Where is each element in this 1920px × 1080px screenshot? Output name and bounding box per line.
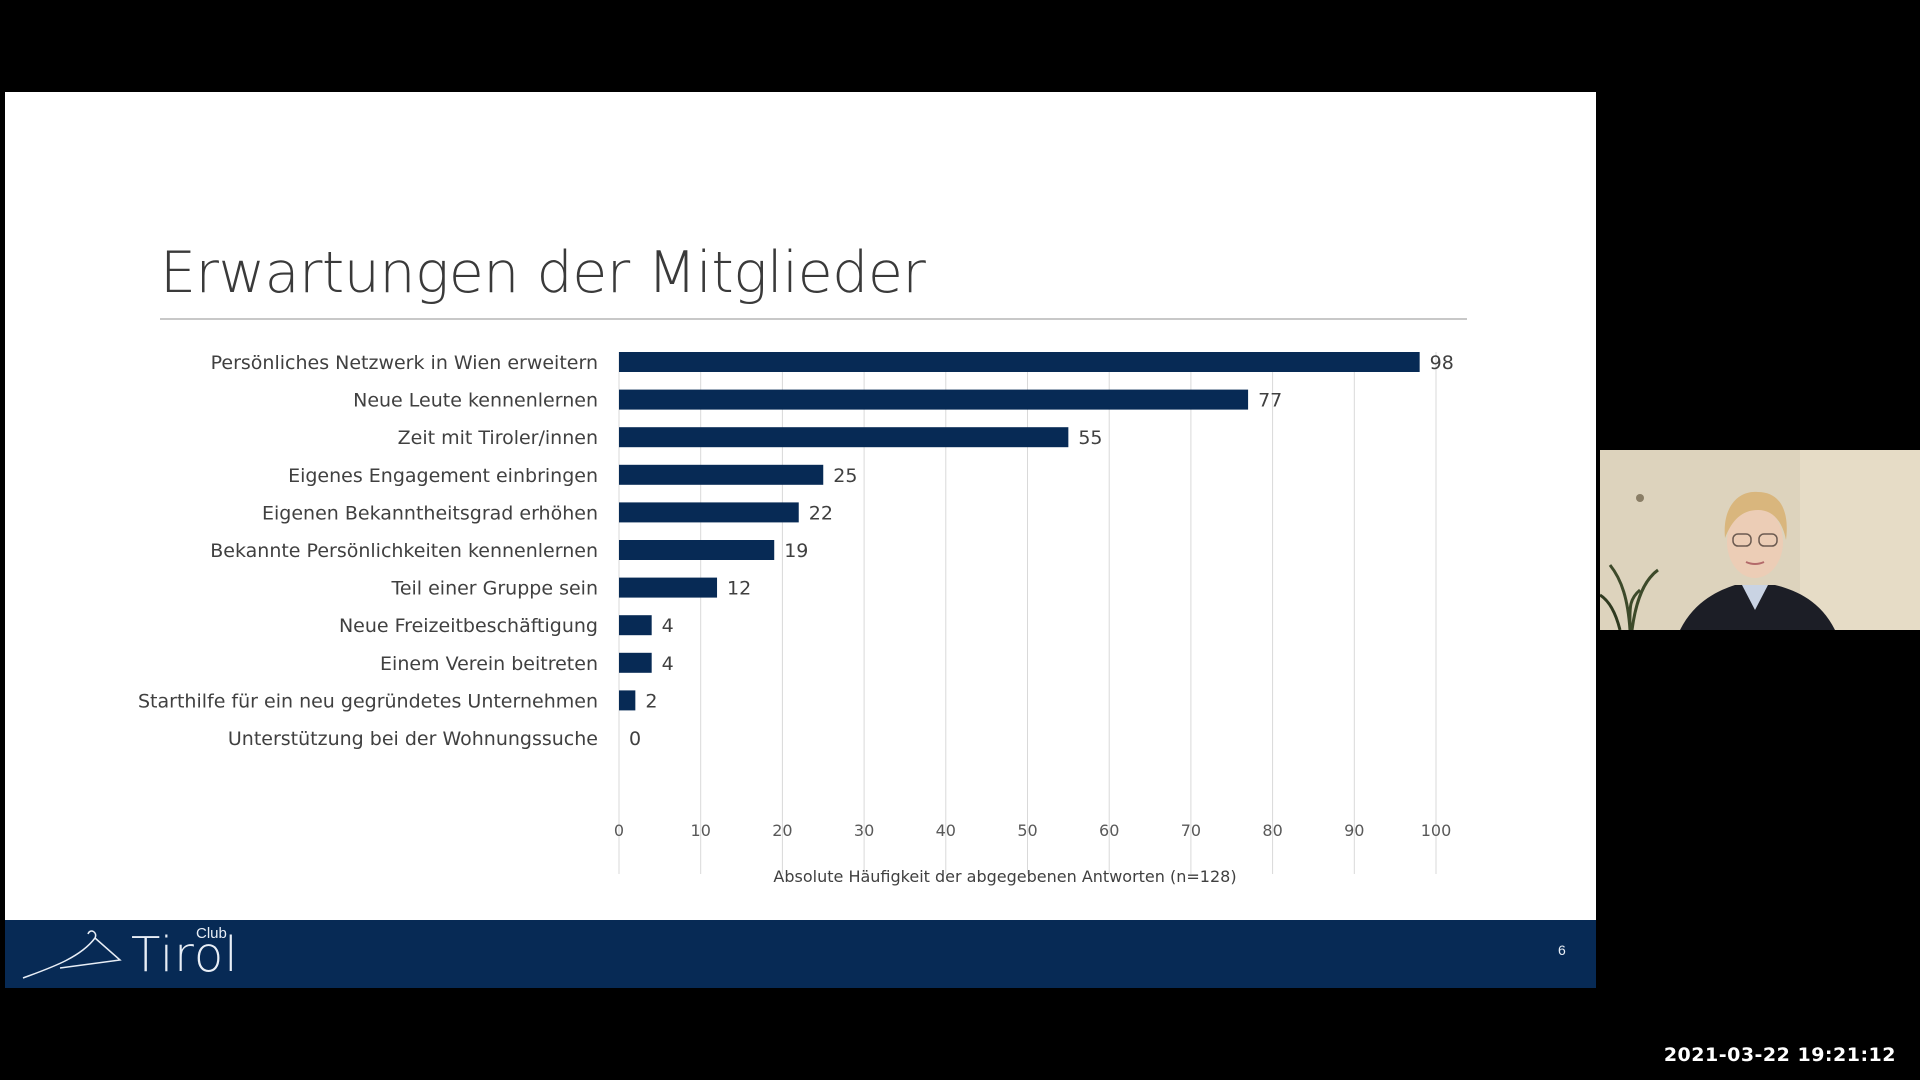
slide-footer	[5, 920, 1596, 988]
bar	[619, 427, 1069, 448]
data-label: 77	[1258, 390, 1282, 412]
x-tick-label: 70	[1181, 821, 1201, 840]
bar	[619, 540, 775, 560]
presenter-video-image	[1600, 450, 1920, 630]
x-tick-label: 20	[772, 821, 792, 840]
bar	[619, 690, 636, 711]
data-label: 25	[833, 465, 857, 487]
data-label: 4	[662, 653, 674, 675]
category-label: Unterstützung bei der Wohnungssuche	[228, 728, 598, 750]
data-label: 98	[1430, 352, 1454, 374]
category-label: Einem Verein beitreten	[380, 653, 598, 675]
bar	[619, 615, 652, 636]
slide-page-number: 6	[1558, 942, 1566, 958]
category-label: Starthilfe für ein neu gegründetes Unter…	[138, 690, 598, 712]
category-label: Neue Freizeitbeschäftigung	[339, 615, 598, 637]
x-tick-label: 80	[1262, 821, 1282, 840]
logo-club-text: Club	[196, 925, 227, 942]
data-label: 19	[784, 540, 808, 562]
x-tick-label: 60	[1099, 821, 1119, 840]
bar	[619, 352, 1420, 372]
chart-bars	[619, 352, 1420, 711]
bar	[619, 502, 799, 523]
x-tick-label: 30	[854, 821, 874, 840]
bar	[619, 652, 652, 673]
x-tick-label: 90	[1344, 821, 1364, 840]
x-tick-label: 10	[691, 821, 711, 840]
category-label: Persönliches Netzwerk in Wien erweitern	[211, 352, 598, 374]
title-divider	[160, 318, 1467, 320]
category-label: Zeit mit Tiroler/innen	[398, 427, 598, 449]
category-label: Eigenes Engagement einbringen	[288, 465, 598, 487]
data-label: 0	[629, 728, 641, 750]
x-tick-label: 100	[1421, 821, 1452, 840]
data-label: 4	[662, 615, 674, 637]
recording-timestamp: 2021-03-22 19:21:12	[1663, 1044, 1896, 1066]
category-label: Neue Leute kennenlernen	[353, 390, 598, 412]
data-label: 22	[809, 502, 833, 524]
presentation-slide: Erwartungen der Mitglieder 0 10 20 30 40 50 60…	[5, 92, 1596, 988]
bar	[619, 577, 718, 598]
x-tick-label: 0	[614, 821, 624, 840]
logo-tirol-text: Tirol	[131, 927, 239, 983]
data-label: 55	[1078, 427, 1102, 449]
category-label: Eigenen Bekanntheitsgrad erhöhen	[262, 502, 598, 524]
category-label: Teil einer Gruppe sein	[390, 578, 598, 600]
data-label: 12	[727, 578, 751, 600]
slide-title: Erwartungen der Mitglieder	[160, 240, 926, 306]
x-axis-title: Absolute Häufigkeit der abgegebenen Antw…	[773, 867, 1236, 886]
webcam-video-feed[interactable]	[1600, 450, 1920, 630]
bar	[619, 389, 1249, 410]
hanger-logo-icon	[22, 930, 122, 979]
category-label: Bekannte Persönlichkeiten kennenlernen	[210, 540, 598, 562]
x-tick-label: 40	[936, 821, 956, 840]
bar	[619, 464, 824, 485]
x-tick-label: 50	[1017, 821, 1037, 840]
data-label: 2	[645, 690, 657, 712]
